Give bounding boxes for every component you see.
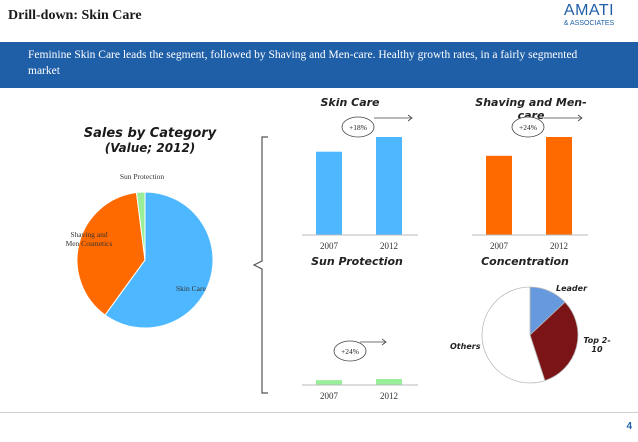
pie-label-skin: Skin Care: [176, 284, 206, 293]
page-title: Drill-down: Skin Care: [8, 8, 142, 23]
conc-label-others: Others: [450, 342, 481, 351]
skin-care-bar-2012: [376, 137, 402, 235]
skin-care-bar-chart: 2007 2012 +18%: [302, 114, 418, 251]
sun-protection-chart-title: Sun Protection: [311, 255, 403, 268]
skin-care-tick-2012: 2012: [380, 241, 398, 251]
summary-text: Feminine Skin Care leads the segment, fo…: [28, 49, 578, 77]
shaving-growth-arrowhead: [577, 114, 583, 122]
skin-care-growth-bubble: [341, 116, 375, 138]
summary-banner: Feminine Skin Care leads the segment, fo…: [0, 42, 638, 88]
pie-slice-shaving: [76, 191, 146, 316]
shaving-bar-2007: [486, 155, 512, 235]
conc-slice-top: [529, 301, 579, 382]
skin-care-tick-2007: 2007: [320, 241, 339, 251]
skin-care-chart-title: Skin Care: [320, 96, 380, 109]
shaving-bar-2012: [546, 137, 572, 235]
conc-slice-others: [481, 286, 546, 384]
skin-care-bar-2007: [316, 151, 342, 235]
grouping-brace: [252, 136, 268, 394]
category-pie-chart: [76, 191, 214, 329]
shaving-tick-2007: 2007: [490, 241, 509, 251]
pie-label-sun: Sun Protection: [119, 172, 165, 181]
logo-sub-text: & ASSOCIATES: [563, 20, 615, 27]
shaving-tick-2012: 2012: [550, 241, 568, 251]
category-chart-title: Sales by Category: [83, 126, 217, 141]
shaving-growth-bubble: [511, 116, 545, 138]
conc-label-top: Top 2-10: [583, 336, 611, 354]
company-logo: AMATI & ASSOCIATES: [550, 2, 628, 34]
sun-tick-2012: 2012: [380, 391, 398, 401]
concentration-pie-chart: [481, 286, 579, 384]
skin-care-growth-label: +18%: [349, 123, 367, 132]
sun-tick-2007: 2007: [320, 391, 339, 401]
pie-label-shaving: Shaving and Men Cosmetics: [65, 230, 113, 248]
conc-label-leader: Leader: [556, 284, 588, 293]
pie-slice-skin-care: [104, 191, 214, 329]
sun-bar-2012: [376, 379, 402, 385]
shaving-bar-chart: 2007 2012 +24%: [472, 114, 588, 251]
sun-growth-arrowhead: [381, 338, 387, 346]
sun-growth-label: +24%: [341, 347, 359, 356]
footer-divider: [0, 412, 638, 413]
concentration-chart-title: Concentration: [481, 255, 569, 268]
page-number: 4: [626, 421, 632, 432]
pie-slice-sun-protection: [135, 191, 146, 261]
skin-care-growth-arrowhead: [407, 114, 413, 122]
shaving-growth-label: +24%: [519, 123, 537, 132]
sun-growth-bubble: [333, 340, 367, 362]
logo-main-text: AMATI: [563, 2, 615, 19]
sun-bar-2007: [316, 380, 342, 385]
category-chart-subtitle: (Value; 2012): [104, 141, 196, 155]
sun-protection-bar-chart: 2007 2012 +24%: [302, 338, 418, 401]
